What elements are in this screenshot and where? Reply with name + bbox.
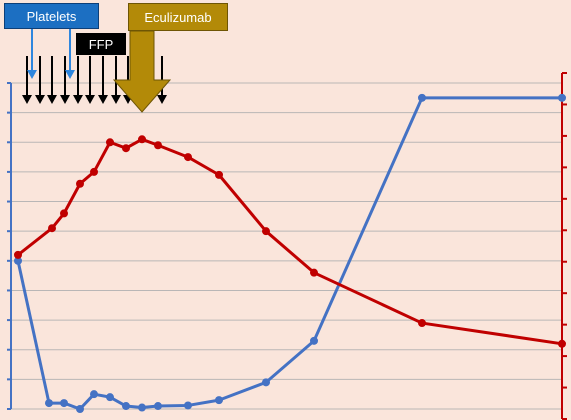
red-series-point	[14, 250, 22, 259]
eculizumab-arrow	[112, 30, 172, 113]
red-series-point	[106, 138, 114, 147]
blue-series-point	[558, 93, 566, 102]
blue-series-point	[106, 393, 114, 402]
red-series-point	[154, 141, 162, 150]
red-series-point	[418, 319, 426, 328]
platelets-label: Platelets	[4, 3, 99, 29]
ffp-arrow-head	[47, 95, 57, 104]
treatment-arrows	[22, 29, 172, 113]
ffp-arrow-head	[73, 95, 83, 104]
red-series-point	[215, 170, 223, 179]
blue-series-point	[14, 256, 22, 265]
red-series-point	[76, 179, 84, 188]
red-series-point	[138, 135, 146, 144]
blue-series-point	[60, 399, 68, 408]
platelets-arrow-head	[27, 70, 37, 79]
ffp-arrow-head	[157, 95, 167, 104]
blue-series-point	[90, 390, 98, 399]
grid-lines	[11, 82, 562, 410]
red-series-point	[310, 268, 318, 277]
ffp-label: FFP	[76, 33, 126, 55]
ffp-arrow-head	[22, 95, 32, 104]
blue-series-point	[310, 336, 318, 345]
blue-series-point	[138, 403, 146, 412]
blue-series-point	[45, 399, 53, 408]
red-series-point	[122, 144, 130, 153]
ffp-arrow-head	[98, 95, 108, 104]
blue-series-point	[154, 402, 162, 411]
blue-series-point	[122, 402, 130, 411]
red-series-point	[90, 167, 98, 176]
blue-series-point	[215, 396, 223, 405]
ffp-arrow-head	[35, 95, 45, 104]
ffp-arrow-head	[85, 95, 95, 104]
blue-series-point	[184, 401, 192, 410]
platelets-arrow-head	[65, 70, 75, 79]
red-series-point	[60, 209, 68, 218]
red-series-point	[558, 339, 566, 348]
ffp-arrow-head	[60, 95, 70, 104]
blue-series-point	[418, 93, 426, 102]
red-series-point	[262, 227, 270, 236]
red-series-point	[48, 224, 56, 233]
blue-series-point	[262, 378, 270, 387]
blue-series-point	[76, 405, 84, 413]
ffp-arrow-head	[111, 95, 121, 104]
red-series-line	[17, 137, 563, 346]
axes	[7, 72, 567, 420]
red-series-point	[184, 153, 192, 162]
eculizumab-label: Eculizumab	[128, 3, 228, 31]
series	[14, 93, 566, 413]
